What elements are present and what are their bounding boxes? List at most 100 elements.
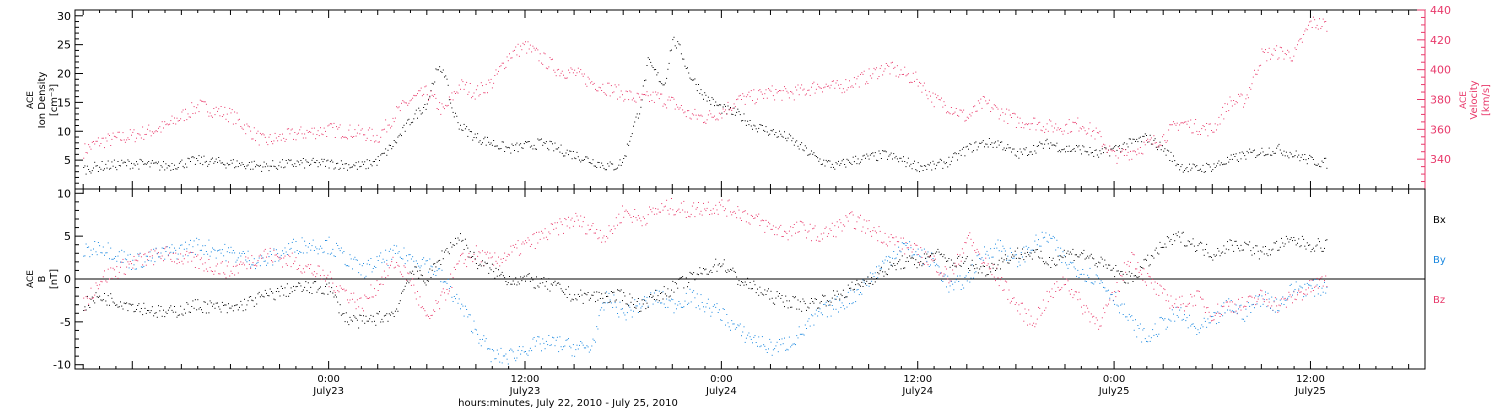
density-tick-label-4: 25 [57, 39, 71, 52]
bx-point-38 [129, 303, 131, 305]
density-point-889 [1174, 160, 1176, 162]
bz-point-771 [1029, 323, 1031, 325]
bx-point-256 [397, 310, 399, 312]
bz-point-111 [219, 273, 221, 275]
velocity-point-844 [1119, 148, 1120, 149]
by-point-678 [915, 251, 917, 253]
by-point-373 [541, 350, 542, 352]
bx-point-404 [579, 296, 580, 297]
velocity-point-138 [252, 138, 254, 140]
velocity-point-834 [1106, 152, 1108, 153]
density-point-334 [493, 140, 495, 141]
velocity-point-691 [931, 101, 933, 103]
bx-point-195 [322, 292, 324, 294]
velocity-point-227 [361, 128, 363, 130]
velocity-point-767 [1024, 124, 1026, 126]
density-point-959 [1260, 152, 1262, 154]
by-point-691 [931, 252, 933, 254]
bx-point-426 [606, 296, 607, 297]
velocity-point-562 [772, 95, 774, 97]
velocity-point-248 [387, 124, 389, 126]
by-point-386 [556, 336, 558, 338]
velocity-point-640 [868, 68, 870, 70]
density-point-251 [391, 148, 393, 150]
by-point-819 [1088, 277, 1090, 279]
bz-point-410 [586, 233, 588, 235]
velocity-point-256 [397, 107, 399, 109]
velocity-point-26 [115, 136, 117, 138]
density-point-89 [192, 156, 194, 158]
by-point-930 [1224, 312, 1226, 314]
bz-point-192 [318, 265, 320, 267]
bz-point-787 [1049, 291, 1050, 293]
bz-point-531 [734, 212, 736, 214]
bx-point-97 [202, 312, 204, 313]
velocity-point-943 [1240, 93, 1242, 95]
bx-point-45 [138, 303, 140, 305]
density-point-62 [159, 169, 161, 171]
by-point-905 [1193, 326, 1195, 327]
density-point-291 [440, 70, 442, 72]
bz-point-65 [163, 260, 164, 262]
bx-point-178 [301, 291, 303, 292]
velocity-point-58 [154, 131, 156, 133]
bz-point-202 [331, 277, 333, 279]
by-point-74 [174, 247, 175, 249]
velocity-point-106 [213, 108, 215, 109]
bz-point-858 [1136, 268, 1138, 270]
by-point-911 [1201, 324, 1203, 326]
velocity-point-886 [1170, 124, 1172, 126]
bx-point-454 [640, 310, 642, 312]
velocity-point-377 [545, 67, 547, 69]
bx-point-102 [208, 312, 210, 314]
velocity-point-98 [203, 101, 205, 103]
bz-point-526 [728, 199, 730, 201]
by-point-868 [1148, 335, 1150, 337]
velocity-point-24 [112, 132, 114, 134]
density-point-20 [107, 160, 109, 162]
velocity-point-618 [841, 92, 843, 94]
velocity-point-537 [742, 93, 744, 95]
bz-point-877 [1159, 284, 1161, 286]
bz-point-375 [543, 237, 545, 239]
velocity-point-153 [271, 141, 272, 142]
density-point-238 [375, 158, 377, 160]
bz-point-336 [495, 260, 497, 262]
bx-point-378 [547, 288, 549, 290]
bz-point-608 [829, 228, 831, 230]
by-point-995 [1304, 283, 1306, 285]
velocity-point-334 [493, 82, 495, 84]
by-point-389 [560, 346, 562, 348]
density-point-205 [334, 167, 336, 169]
density-point-572 [785, 137, 787, 139]
by-point-569 [781, 338, 783, 340]
density-point-399 [572, 151, 574, 152]
velocity-point-769 [1027, 124, 1028, 126]
density-point-808 [1074, 150, 1076, 152]
by-point-633 [860, 292, 861, 293]
velocity-point-903 [1191, 132, 1193, 134]
by-point-746 [998, 250, 1000, 252]
density-point-920 [1212, 169, 1214, 171]
bx-point-30 [120, 301, 121, 303]
density-point-764 [1020, 151, 1022, 153]
velocity-point-135 [248, 126, 250, 128]
by-point-789 [1051, 238, 1053, 239]
by-point-990 [1298, 288, 1300, 290]
bz-point-319 [474, 259, 476, 261]
density-point-197 [325, 165, 326, 167]
bz-point-555 [764, 231, 766, 233]
bx-point-215 [347, 321, 348, 323]
bx-point-33 [123, 302, 125, 304]
by-point-587 [803, 334, 805, 336]
velocity-point-921 [1213, 131, 1215, 133]
bz-point-1010 [1322, 285, 1324, 287]
velocity-point-529 [732, 107, 734, 109]
bx-point-238 [375, 324, 377, 326]
velocity-point-535 [739, 94, 741, 96]
by-point-75 [175, 249, 177, 251]
density-point-26 [115, 166, 117, 168]
velocity-point-768 [1025, 123, 1027, 125]
density-point-439 [622, 161, 623, 163]
by-point-84 [186, 248, 188, 250]
